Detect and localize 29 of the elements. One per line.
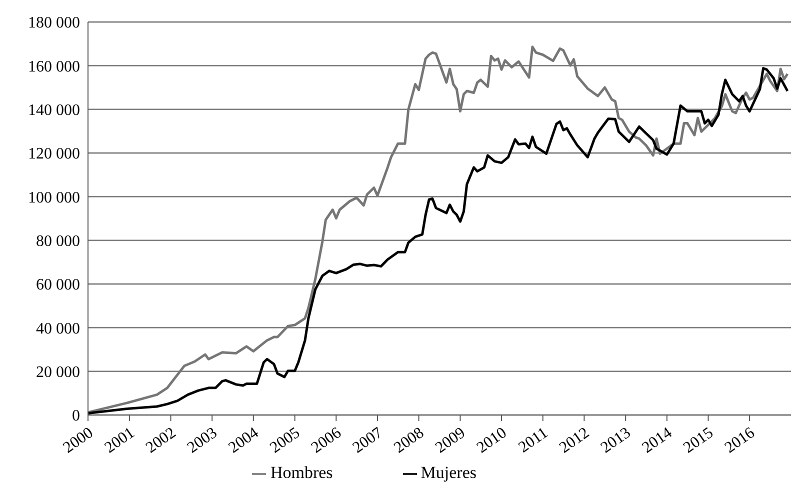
y-tick-label: 20 000 <box>36 364 80 382</box>
x-tick-label: 2014 <box>639 424 676 457</box>
y-tick-label: 80 000 <box>36 233 80 250</box>
x-tick-label: 2010 <box>474 424 510 457</box>
x-tick-label: 2008 <box>391 424 428 457</box>
y-tick-label: 140 000 <box>28 102 80 120</box>
x-tick-label: 2002 <box>143 424 180 457</box>
x-tick-label: 2007 <box>350 424 386 457</box>
legend-label: Hombres <box>270 463 333 482</box>
y-tick-label: 60 000 <box>36 276 80 294</box>
y-tick-label: 160 000 <box>28 58 80 76</box>
y-tick-label: 100 000 <box>28 189 80 206</box>
y-tick-label: 120 000 <box>28 146 80 163</box>
x-tick-label: 2004 <box>226 424 262 457</box>
x-tick-label: 2013 <box>598 424 634 457</box>
x-tick-label: 2006 <box>308 424 344 457</box>
x-tick-label: 2005 <box>267 424 304 457</box>
x-tick-label: 2011 <box>516 424 552 456</box>
y-tick-label: 40 000 <box>36 320 80 338</box>
x-tick-label: 2016 <box>722 424 758 457</box>
y-tick-label: 180 000 <box>28 14 80 32</box>
x-tick-label: 2000 <box>60 424 96 457</box>
x-tick-label: 2012 <box>556 424 592 457</box>
x-tick-label: 2015 <box>680 424 717 457</box>
x-tick-label: 2001 <box>102 424 138 457</box>
x-tick-label: 2003 <box>184 424 220 457</box>
x-tick-label: 2009 <box>432 424 469 457</box>
y-tick-label: 0 <box>72 408 80 425</box>
legend-label: Mujeres <box>420 463 477 482</box>
